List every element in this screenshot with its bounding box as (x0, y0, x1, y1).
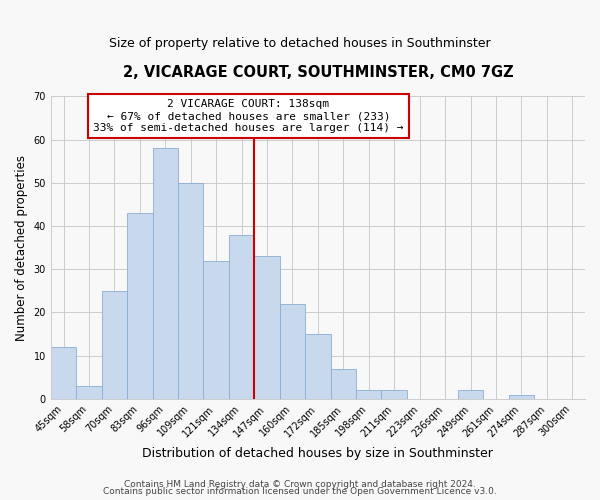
Bar (458, 390, 483, 399)
Bar (382, 390, 407, 399)
Text: Size of property relative to detached houses in Southminster: Size of property relative to detached ho… (109, 38, 491, 51)
Bar (229, 234, 254, 399)
Bar (101, 291, 127, 399)
Bar (509, 394, 534, 399)
Bar (356, 390, 382, 399)
Text: Contains public sector information licensed under the Open Government Licence v3: Contains public sector information licen… (103, 487, 497, 496)
Text: Contains HM Land Registry data © Crown copyright and database right 2024.: Contains HM Land Registry data © Crown c… (124, 480, 476, 489)
Bar (152, 148, 178, 399)
Title: 2, VICARAGE COURT, SOUTHMINSTER, CM0 7GZ: 2, VICARAGE COURT, SOUTHMINSTER, CM0 7GZ (122, 65, 513, 80)
Bar (203, 260, 229, 399)
Bar (178, 183, 203, 399)
Text: 2 VICARAGE COURT: 138sqm
← 67% of detached houses are smaller (233)
33% of semi-: 2 VICARAGE COURT: 138sqm ← 67% of detach… (93, 100, 404, 132)
Bar (76, 386, 101, 399)
Bar (305, 334, 331, 399)
X-axis label: Distribution of detached houses by size in Southminster: Distribution of detached houses by size … (142, 447, 493, 460)
Bar (280, 304, 305, 399)
Bar (51, 347, 76, 399)
Bar (127, 213, 152, 399)
Y-axis label: Number of detached properties: Number of detached properties (15, 154, 28, 340)
Bar (331, 368, 356, 399)
Bar (254, 256, 280, 399)
